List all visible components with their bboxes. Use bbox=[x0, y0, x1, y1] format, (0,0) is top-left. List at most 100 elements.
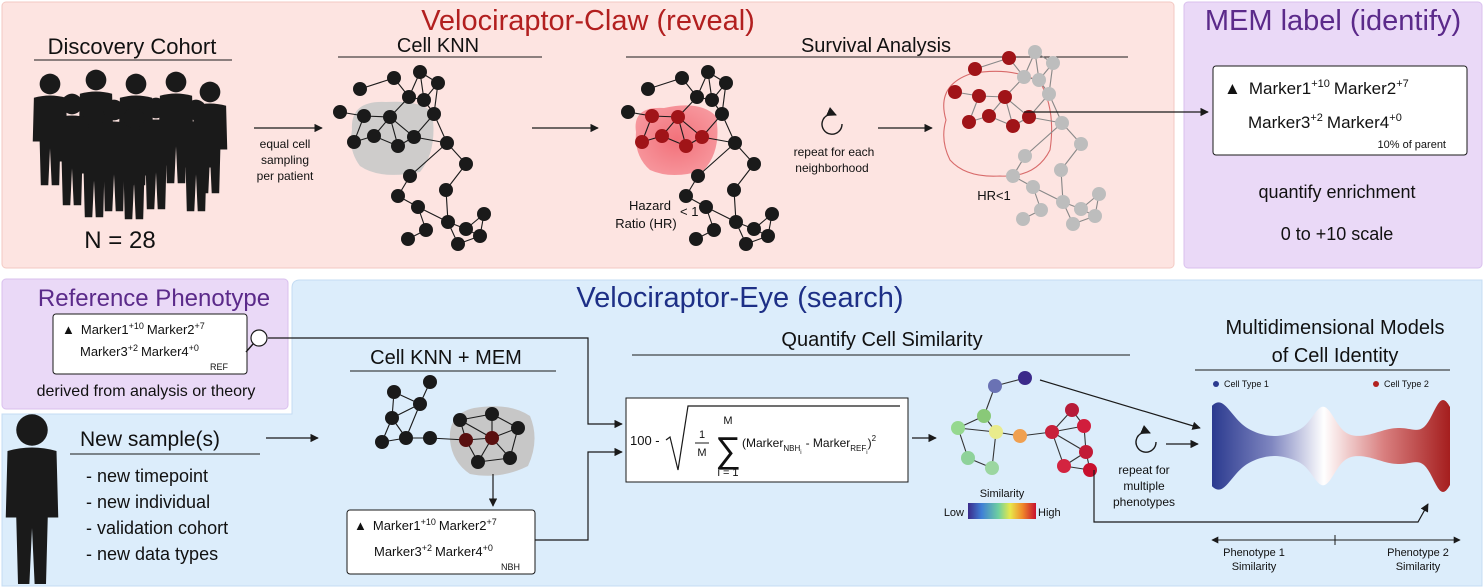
colored-similarity-graph bbox=[951, 371, 1097, 477]
graph-node bbox=[1042, 87, 1056, 101]
sum-top: M bbox=[723, 415, 732, 427]
graph-node bbox=[701, 65, 715, 79]
graph-node bbox=[1046, 56, 1060, 70]
graph-node bbox=[1018, 371, 1032, 385]
cohort-size: N = 28 bbox=[84, 227, 155, 254]
graph-node bbox=[948, 85, 962, 99]
graph-node bbox=[485, 431, 499, 445]
nbh-sub: NBH bbox=[501, 562, 520, 572]
repeat-line-1: repeat for each bbox=[794, 145, 875, 159]
mem-label-box bbox=[1212, 65, 1468, 156]
knn-highlight-blob bbox=[351, 101, 434, 175]
graph-node bbox=[440, 136, 454, 150]
quantify-label: Quantify Cell Similarity bbox=[781, 329, 982, 351]
repeat-phenotypes-icon bbox=[1135, 424, 1157, 453]
graph-node bbox=[962, 115, 976, 129]
graph-node bbox=[1028, 45, 1042, 59]
graph-node bbox=[645, 109, 659, 123]
graph-node bbox=[985, 461, 999, 475]
hazard-line-1: Hazard bbox=[629, 198, 671, 213]
graph-node bbox=[1034, 203, 1048, 217]
graph-node bbox=[459, 433, 473, 447]
graph-node bbox=[747, 222, 761, 236]
graph-node bbox=[333, 105, 347, 119]
repeat-pheno-1: repeat for bbox=[1118, 463, 1169, 477]
graph-node bbox=[471, 455, 485, 469]
person-silhouette-icon bbox=[5, 414, 59, 584]
graph-node bbox=[635, 135, 649, 149]
graph-node bbox=[1065, 403, 1079, 417]
cell-type-1: Cell Type 1 bbox=[1224, 379, 1269, 389]
reference-line-2: Marker3+2 Marker4+0 bbox=[80, 343, 199, 359]
claw-panel bbox=[1, 1, 1175, 269]
graph-node bbox=[1074, 202, 1088, 216]
hr-region-outline bbox=[943, 70, 1053, 177]
graph-edge bbox=[697, 142, 736, 177]
graph-node bbox=[715, 107, 729, 121]
graph-node bbox=[1077, 419, 1091, 433]
graph-node bbox=[707, 223, 721, 237]
graph-node bbox=[765, 207, 779, 221]
graph-edge bbox=[1024, 122, 1063, 157]
graph-node bbox=[1055, 116, 1069, 130]
cell-type-2: Cell Type 2 bbox=[1384, 379, 1429, 389]
graph-node bbox=[728, 136, 742, 150]
bullet-1: - new timepoint bbox=[86, 466, 208, 486]
graph-node bbox=[459, 157, 473, 171]
graph-node bbox=[1018, 149, 1032, 163]
reference-line-1: ▲ Marker1+10 Marker2+7 bbox=[62, 321, 205, 337]
graph-node bbox=[402, 90, 416, 104]
similarity-high: High bbox=[1038, 507, 1061, 519]
hr-label: HR<1 bbox=[977, 188, 1011, 203]
similarity-gradient bbox=[968, 503, 1036, 519]
repeat-line-2: neighborhood bbox=[795, 161, 868, 175]
graph-node bbox=[441, 215, 455, 229]
graph-node bbox=[739, 237, 753, 251]
graph-node bbox=[403, 169, 417, 183]
patient-silhouettes bbox=[32, 69, 228, 220]
graph-node bbox=[431, 76, 445, 90]
graph-node bbox=[1032, 73, 1046, 87]
graph-node bbox=[1045, 425, 1059, 439]
graph-node bbox=[689, 232, 703, 246]
graph-node bbox=[387, 385, 401, 399]
graph-node bbox=[383, 110, 397, 124]
bullet-2: - new individual bbox=[86, 492, 210, 512]
graph-node bbox=[998, 90, 1012, 104]
hazard-value: < 1 bbox=[680, 204, 698, 219]
graph-node bbox=[417, 93, 431, 107]
graph-edge bbox=[409, 142, 448, 177]
repeat-cycle-icon bbox=[821, 106, 843, 135]
graph-node bbox=[679, 189, 693, 203]
pheno1-line-1: Phenotype 1 bbox=[1223, 547, 1285, 559]
graph-node bbox=[1074, 137, 1088, 151]
graph-node bbox=[391, 189, 405, 203]
graph-node bbox=[690, 90, 704, 104]
graph-node bbox=[387, 71, 401, 85]
graph-node bbox=[1026, 180, 1040, 194]
graph-node bbox=[727, 183, 741, 197]
formula-prefix: 100 - bbox=[630, 433, 660, 448]
mem-line-1: ▲ Marker1+10 Marker2+7 bbox=[1224, 78, 1409, 98]
graph-node bbox=[968, 62, 982, 76]
graph-node bbox=[679, 139, 693, 153]
mem-scale: 0 to +10 scale bbox=[1281, 224, 1394, 244]
graph-node bbox=[1013, 429, 1027, 443]
models-line-2: of Cell Identity bbox=[1272, 345, 1399, 367]
graph-node bbox=[1054, 163, 1068, 177]
graph-node bbox=[988, 379, 1002, 393]
similarity-low: Low bbox=[944, 507, 964, 519]
frac-num: 1 bbox=[699, 429, 705, 441]
graph-node bbox=[1088, 209, 1102, 223]
reference-title: Reference Phenotype bbox=[38, 285, 270, 312]
graph-node bbox=[641, 82, 655, 96]
connector-colored-bottom bbox=[1093, 470, 1429, 523]
graph-node bbox=[977, 409, 991, 423]
bullet-3: - validation cohort bbox=[86, 518, 228, 538]
mem-parent: 10% of parent bbox=[1378, 139, 1447, 151]
graph-node bbox=[1006, 169, 1020, 183]
pheno1-line-2: Similarity bbox=[1232, 561, 1277, 573]
graph-node bbox=[719, 76, 733, 90]
similarity-label: Similarity bbox=[980, 488, 1025, 500]
